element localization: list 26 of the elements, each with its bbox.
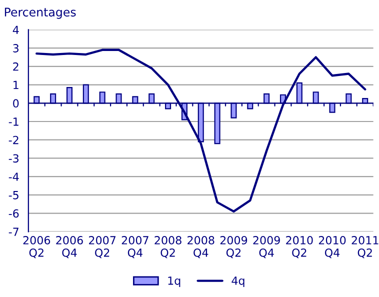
y-tick-label: 1 bbox=[14, 80, 18, 89]
y-tick-label: 2 bbox=[13, 62, 18, 71]
y-tick-label: 4 bbox=[12, 26, 19, 34]
x-tick-label: 2009 Q4 bbox=[253, 236, 280, 258]
x-tick-label: 2007 Q4 bbox=[122, 236, 148, 258]
y-axis-title: Percentages bbox=[4, 8, 76, 19]
y-tick-label: -3 bbox=[8, 154, 19, 163]
y-tick-label: -4 bbox=[8, 172, 19, 181]
y-tick-label: -2 bbox=[8, 136, 18, 144]
legend-label: 1q bbox=[168, 276, 180, 287]
y-tick-label: -5 bbox=[8, 191, 18, 200]
x-tick-label: 2008 Q2 bbox=[154, 236, 182, 258]
x-tick-label: 2006 Q4 bbox=[56, 236, 83, 258]
x-tick-label: 2006 Q2 bbox=[23, 236, 50, 258]
y-tick-label: 0 bbox=[13, 99, 19, 108]
legend-label: 4q bbox=[232, 276, 244, 287]
y-tick-label: -1 bbox=[8, 118, 18, 126]
x-tick-label: 2007 Q2 bbox=[89, 236, 116, 258]
y-tick-label: -6 bbox=[8, 209, 19, 218]
x-tick-label: 2009 Q2 bbox=[220, 236, 248, 258]
y-tick-label: 3 bbox=[13, 44, 19, 52]
x-tick-label: 2008 Q4 bbox=[188, 236, 214, 258]
x-tick-label: 2010 Q4 bbox=[318, 236, 346, 258]
y-tick-label: -7 bbox=[8, 228, 18, 236]
x-tick-label: 2010 Q2 bbox=[286, 236, 313, 258]
x-tick-label: 2011 Q2 bbox=[352, 236, 378, 258]
